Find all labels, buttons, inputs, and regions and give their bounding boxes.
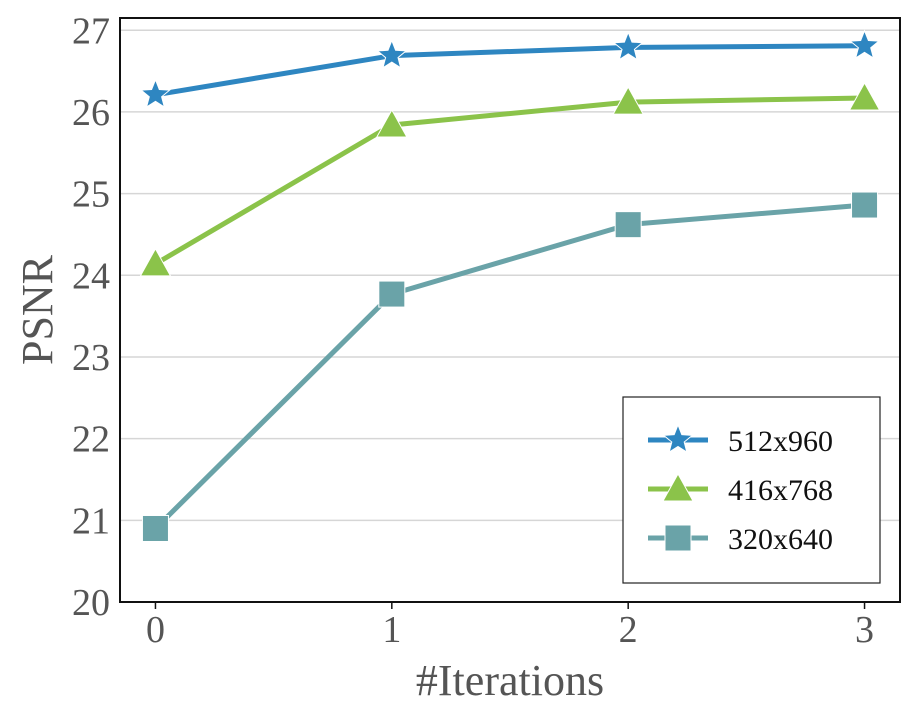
x-tick-label: 2 <box>619 609 638 651</box>
series-markers <box>139 29 881 542</box>
series-lines <box>153 43 865 531</box>
series-line-2 <box>153 202 865 531</box>
legend-marker-1 <box>662 472 694 502</box>
legend-marker-2 <box>664 524 692 552</box>
y-tick-label: 27 <box>72 10 110 52</box>
y-tick-label: 24 <box>72 255 110 297</box>
data-point-0-1 <box>376 39 408 69</box>
y-axis-label: PSNR <box>13 254 62 365</box>
series-line-1 <box>154 95 865 267</box>
data-point-1-1 <box>375 108 408 138</box>
data-point-2-0 <box>141 514 169 542</box>
y-tick-label: 21 <box>72 500 110 542</box>
x-tick-label: 0 <box>146 609 165 651</box>
y-tick-label: 25 <box>72 174 110 216</box>
data-point-2-3 <box>851 191 879 219</box>
y-tick-label: 20 <box>72 582 110 624</box>
x-axis-ticks: 0 1 2 3 <box>146 602 874 651</box>
legend-label: 416x768 <box>728 474 833 507</box>
data-point-2-1 <box>378 280 406 308</box>
data-point-1-3 <box>848 82 881 111</box>
data-point-1-0 <box>139 247 172 277</box>
legend: 512x960 416x768 320x640 <box>622 396 881 584</box>
data-point-2-2 <box>614 211 642 239</box>
x-axis-label: #Iterations <box>416 656 604 705</box>
y-axis-ticks: 20 21 22 23 24 25 26 27 <box>72 10 110 624</box>
legend-label: 320x640 <box>728 523 833 556</box>
y-tick-label: 22 <box>72 419 110 461</box>
data-point-1-2 <box>612 86 645 115</box>
legend-marker-0 <box>662 423 694 454</box>
data-point-0-0 <box>139 78 171 109</box>
x-tick-label: 1 <box>382 609 401 651</box>
y-tick-label: 23 <box>72 337 110 379</box>
data-point-0-3 <box>849 29 881 60</box>
series-line-0 <box>155 43 865 98</box>
x-tick-label: 3 <box>855 609 874 651</box>
plot-frame <box>119 17 901 603</box>
legend-label: 512x960 <box>728 425 833 458</box>
data-point-0-2 <box>612 31 644 61</box>
y-tick-label: 26 <box>72 92 110 134</box>
